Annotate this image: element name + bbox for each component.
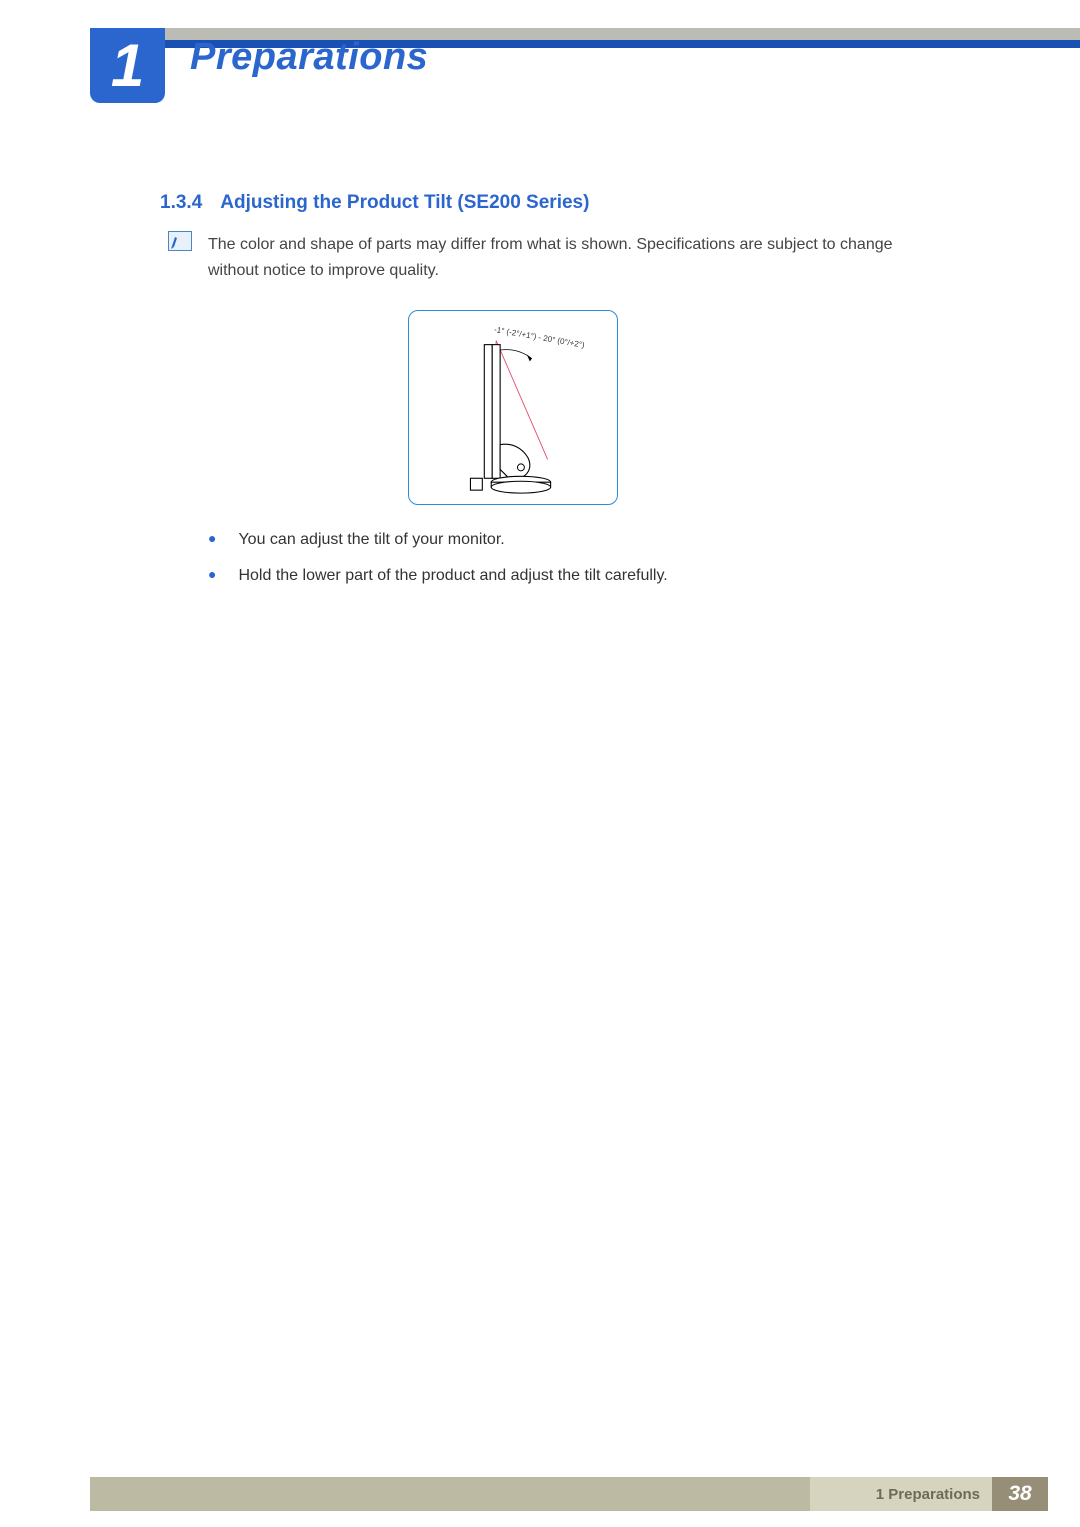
chapter-number-box: 1 (90, 28, 165, 103)
bullet-text: You can adjust the tilt of your monitor. (238, 528, 504, 552)
list-item: ● Hold the lower part of the product and… (208, 564, 928, 588)
list-item: ● You can adjust the tilt of your monito… (208, 528, 928, 552)
chapter-title: Preparations (190, 36, 428, 79)
section-title: Adjusting the Product Tilt (SE200 Series… (220, 192, 589, 213)
footer-chapter-label: 1 Preparations (876, 1486, 980, 1503)
page-root: 1 Preparations 1.3.4 Adjusting the Produc… (0, 0, 1080, 1527)
note-text: The color and shape of parts may differ … (208, 232, 928, 285)
section-heading: 1.3.4 Adjusting the Product Tilt (SE200 S… (160, 192, 589, 214)
footer-stripe-dark (90, 1477, 810, 1511)
tilt-diagram: -1° (-2°/+1°) - 20° (0°/+2°) (408, 310, 618, 505)
footer-page-number: 38 (1008, 1482, 1031, 1506)
footer-page-box: 38 (992, 1477, 1048, 1511)
section-number: 1.3.4 (160, 192, 202, 213)
bullet-text: Hold the lower part of the product and a… (238, 564, 667, 588)
note-pencil-icon (168, 231, 192, 251)
tilt-diagram-svg (409, 311, 617, 504)
chapter-number: 1 (111, 36, 144, 96)
bullet-icon: ● (208, 528, 216, 549)
bullet-list: ● You can adjust the tilt of your monito… (208, 528, 928, 600)
bullet-icon: ● (208, 564, 216, 585)
